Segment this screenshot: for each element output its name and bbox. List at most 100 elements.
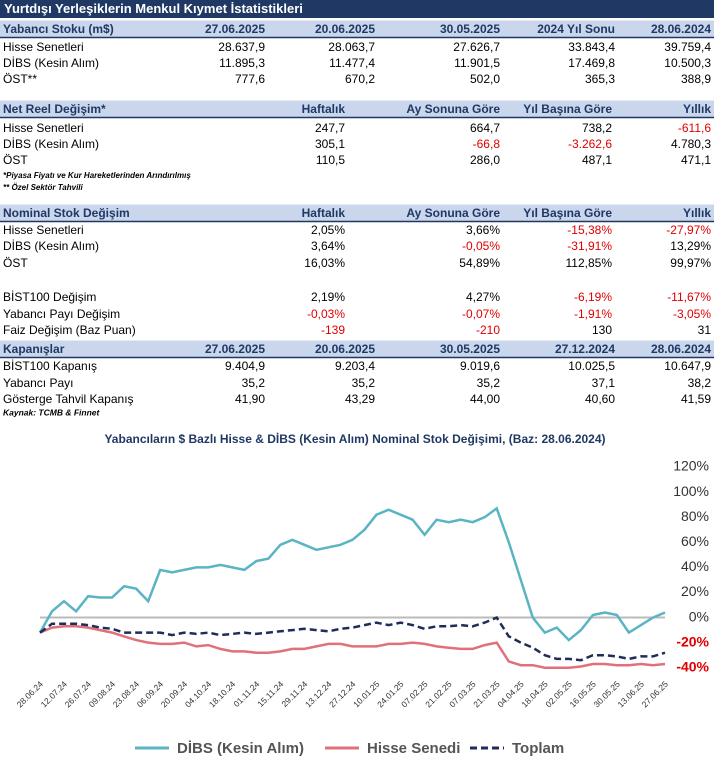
table-cell: 388,9 <box>681 72 711 86</box>
table-header-cell: Nominal Stok Değişim <box>3 206 130 220</box>
footnote: *Piyasa Fiyatı ve Kur Hareketlerinden Ar… <box>3 171 191 180</box>
table-cell: 9.404,9 <box>225 359 265 373</box>
table-row-label: Gösterge Tahvil Kapanış <box>3 392 134 406</box>
table-cell: -66,8 <box>473 137 501 151</box>
table-header-cell: Haftalık <box>302 206 346 220</box>
table-header-cell: 27.06.2025 <box>205 22 265 36</box>
page-title: Yurtdışı Yerleşiklerin Menkul Kıymet İst… <box>4 1 303 16</box>
table-cell: 10.025,5 <box>568 359 615 373</box>
table-row-label: DİBS (Kesin Alım) <box>3 56 99 70</box>
table-cell: -0,07% <box>462 307 500 321</box>
table-cell: -31,91% <box>567 239 612 253</box>
table-cell: 4.780,3 <box>671 137 711 151</box>
table-cell: 4,27% <box>466 290 500 304</box>
y-tick-label: 120% <box>673 458 709 474</box>
table-header-cell: Yıl Başına Göre <box>523 206 612 220</box>
table-row-label: Yabancı Payı Değişim <box>3 307 120 321</box>
table-cell: 112,85% <box>566 256 613 270</box>
table-cell: 9.019,6 <box>460 359 500 373</box>
x-tick-label: 27.06.25 <box>640 679 671 710</box>
y-tick-label: 0% <box>689 608 709 624</box>
table-cell: -3.262,6 <box>568 137 612 151</box>
series-line <box>39 616 666 662</box>
table-header-cell: Kapanışlar <box>3 342 65 356</box>
table-row-label: Hisse Senetleri <box>3 121 84 135</box>
table-cell: 664,7 <box>470 121 500 135</box>
table-cell: 37,1 <box>592 376 616 390</box>
table-cell: 28.063,7 <box>328 40 375 54</box>
table-header-bg <box>0 100 714 118</box>
table-cell: 35,2 <box>242 376 266 390</box>
table-cell: 41,59 <box>681 392 711 406</box>
table-cell: 286,0 <box>470 153 500 167</box>
table-cell: 27.626,7 <box>453 40 500 54</box>
chart-title: Yabancıların $ Bazlı Hisse & DİBS (Kesin… <box>104 431 605 446</box>
table-header-cell: Yıl Başına Göre <box>523 102 612 116</box>
table-header-cell: 28.06.2024 <box>651 22 711 36</box>
table-cell: -139 <box>321 323 345 337</box>
table-cell: 130 <box>592 323 612 337</box>
title-bar <box>0 0 714 18</box>
table-cell: 670,2 <box>345 72 375 86</box>
table-row-label: ÖST <box>3 256 28 270</box>
table-row-label: BİST100 Kapanış <box>3 359 97 373</box>
y-tick-label: -40% <box>676 658 709 674</box>
table-header-bg <box>0 20 714 38</box>
table-cell: 10.647,9 <box>664 359 711 373</box>
table-cell: -3,05% <box>673 307 711 321</box>
table-row-label: BİST100 Değişim <box>3 290 96 304</box>
table-header-bg <box>0 204 714 222</box>
legend-label: DİBS (Kesin Alım) <box>177 740 304 757</box>
table-row-label: ÖST <box>3 153 28 167</box>
table-header-cell: 27.12.2024 <box>555 342 615 356</box>
table-cell: 3,66% <box>466 223 500 237</box>
table-header-cell: Ay Sonuna Göre <box>406 102 500 116</box>
table-cell: 777,6 <box>235 72 265 86</box>
table-cell: 39.759,4 <box>664 40 711 54</box>
y-tick-label: 40% <box>681 558 709 574</box>
table-cell: 11.477,4 <box>329 56 375 70</box>
table-cell: 33.843,4 <box>568 40 615 54</box>
table-cell: 502,0 <box>470 72 500 86</box>
table-cell: 16,03% <box>304 256 345 270</box>
table-header-cell: 20.06.2025 <box>315 342 375 356</box>
table-cell: -6,19% <box>574 290 612 304</box>
table-cell: 11.901,5 <box>454 56 500 70</box>
table-cell: 40,60 <box>585 392 615 406</box>
table-row-label: DİBS (Kesin Alım) <box>3 239 99 253</box>
table-cell: 305,1 <box>315 137 345 151</box>
table-cell: 9.203,4 <box>335 359 375 373</box>
y-tick-label: 20% <box>681 583 709 599</box>
legend-label: Toplam <box>512 740 564 757</box>
table-header-cell: 30.05.2025 <box>440 22 500 36</box>
table-row-label: ÖST** <box>3 72 37 86</box>
table-cell: 247,7 <box>315 121 345 135</box>
table-header-cell: 27.06.2025 <box>205 342 265 356</box>
table-cell: 3,64% <box>311 239 345 253</box>
table-cell: 44,00 <box>470 392 500 406</box>
table-cell: 38,2 <box>688 376 712 390</box>
table-cell: 99,97% <box>670 256 711 270</box>
table-cell: 2,19% <box>311 290 345 304</box>
table-cell: 365,3 <box>585 72 615 86</box>
y-tick-label: 60% <box>681 533 709 549</box>
table-cell: 35,2 <box>477 376 501 390</box>
table-header-cell: Ay Sonuna Göre <box>406 206 500 220</box>
table-header-cell: 30.05.2025 <box>440 342 500 356</box>
table-header-cell: Yıllık <box>683 102 711 116</box>
legend-label: Hisse Senedi <box>367 740 460 757</box>
table-cell: -210 <box>476 323 500 337</box>
table-cell: 31 <box>698 323 712 337</box>
table-header-cell: Net Reel Değişim* <box>3 102 106 116</box>
table-row-label: Yabancı Payı <box>3 376 74 390</box>
table-header-cell: 28.06.2024 <box>651 342 711 356</box>
table-row-label: Hisse Senetleri <box>3 223 84 237</box>
table-cell: 13,29% <box>670 239 711 253</box>
table-header-cell: 2024 Yıl Sonu <box>537 22 615 36</box>
table-cell: 10.500,3 <box>664 56 711 70</box>
series-line <box>39 625 666 669</box>
table-cell: -0,03% <box>307 307 345 321</box>
table-cell: -11,67% <box>667 290 711 304</box>
y-tick-label: 80% <box>681 508 709 524</box>
